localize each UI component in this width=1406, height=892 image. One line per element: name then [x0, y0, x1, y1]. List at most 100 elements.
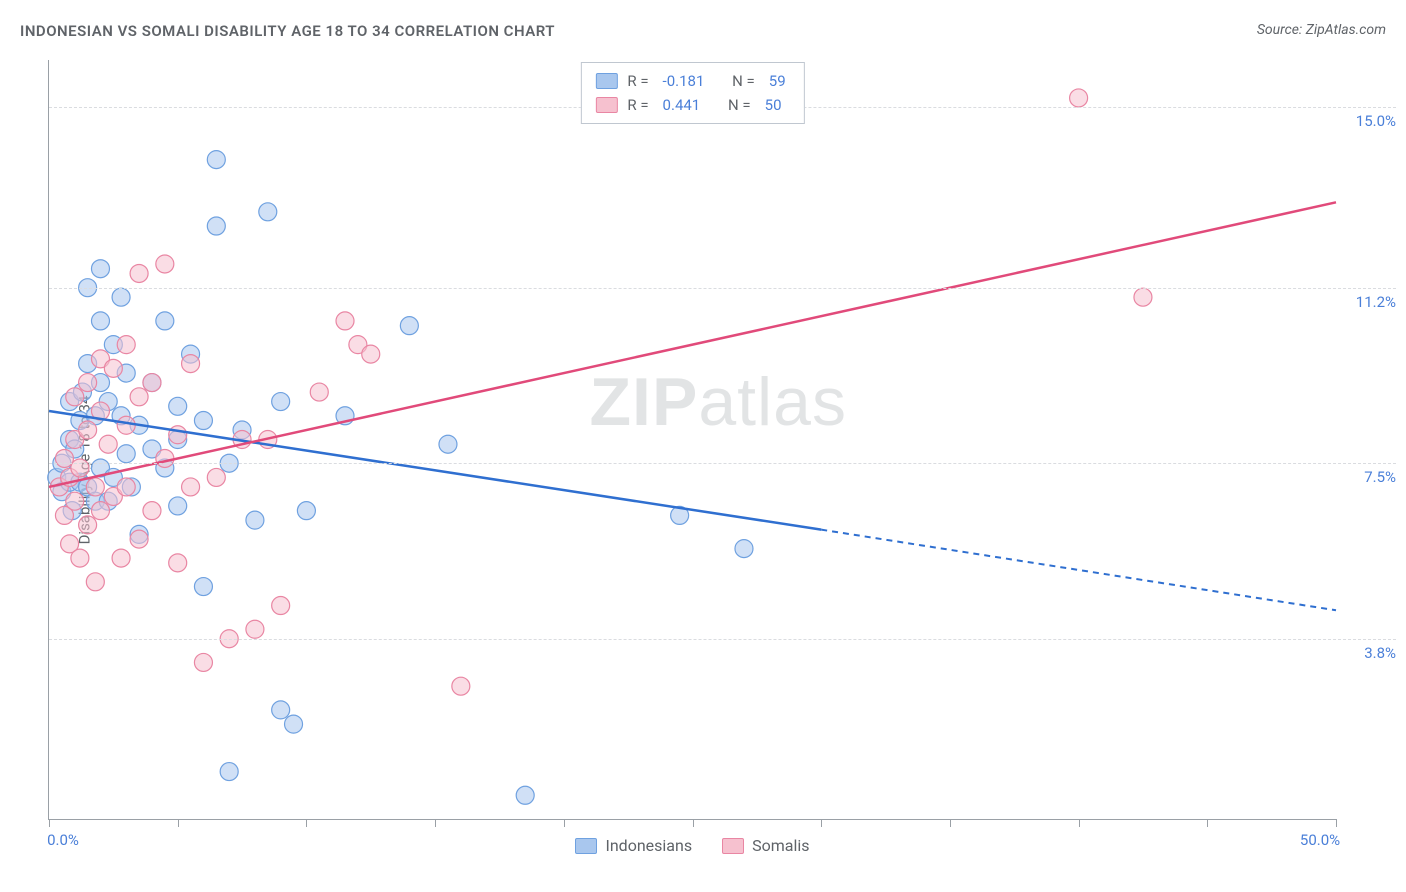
- scatter-point-indonesians: [194, 412, 212, 430]
- scatter-point-somalis: [156, 449, 174, 467]
- x-tick-label: 50.0%: [1300, 831, 1340, 849]
- scatter-point-indonesians: [156, 312, 174, 330]
- scatter-point-indonesians: [117, 445, 135, 463]
- scatter-point-somalis: [207, 468, 225, 486]
- scatter-point-somalis: [336, 312, 354, 330]
- x-tick-label: 0.0%: [47, 831, 79, 849]
- gridline: [49, 639, 1396, 640]
- x-tick: [693, 819, 694, 827]
- scatter-point-somalis: [130, 388, 148, 406]
- scatter-point-somalis: [86, 573, 104, 591]
- gridline: [49, 288, 1396, 289]
- scatter-point-somalis: [55, 449, 73, 467]
- scatter-point-somalis: [452, 677, 470, 695]
- scatter-point-somalis: [130, 264, 148, 282]
- scatter-point-somalis: [71, 549, 89, 567]
- y-tick-label: 7.5%: [1364, 468, 1396, 486]
- scatter-point-somalis: [79, 374, 97, 392]
- swatch-somalis-icon: [722, 838, 744, 854]
- y-tick-label: 3.8%: [1364, 644, 1396, 662]
- x-tick: [435, 819, 436, 827]
- x-tick: [1207, 819, 1208, 827]
- trend-line-somalis: [49, 202, 1336, 487]
- plot-svg: [49, 60, 1336, 819]
- x-tick: [564, 819, 565, 827]
- scatter-point-indonesians: [112, 288, 130, 306]
- scatter-point-indonesians: [735, 540, 753, 558]
- scatter-point-indonesians: [194, 578, 212, 596]
- scatter-point-somalis: [362, 345, 380, 363]
- scatter-point-somalis: [117, 416, 135, 434]
- scatter-point-indonesians: [207, 217, 225, 235]
- scatter-point-somalis: [169, 554, 187, 572]
- scatter-point-somalis: [79, 516, 97, 534]
- scatter-point-indonesians: [220, 763, 238, 781]
- scatter-point-somalis: [1134, 288, 1152, 306]
- scatter-point-indonesians: [259, 203, 277, 221]
- scatter-point-somalis: [182, 478, 200, 496]
- scatter-point-indonesians: [169, 397, 187, 415]
- scatter-point-somalis: [112, 549, 130, 567]
- scatter-point-somalis: [194, 653, 212, 671]
- legend-item-somalis: Somalis: [722, 836, 809, 855]
- scatter-point-somalis: [117, 478, 135, 496]
- scatter-point-somalis: [182, 355, 200, 373]
- chart-container: Disability Age 18 to 34 ZIPatlas R = -0.…: [0, 60, 1406, 880]
- source-label: Source: ZipAtlas.com: [1257, 22, 1386, 38]
- scatter-point-indonesians: [91, 312, 109, 330]
- scatter-point-indonesians: [207, 151, 225, 169]
- x-tick: [1079, 819, 1080, 827]
- scatter-point-somalis: [117, 336, 135, 354]
- x-tick: [178, 819, 179, 827]
- scatter-point-indonesians: [285, 715, 303, 733]
- swatch-somalis: [595, 97, 617, 113]
- scatter-point-somalis: [143, 374, 161, 392]
- scatter-point-indonesians: [400, 317, 418, 335]
- scatter-point-somalis: [66, 388, 84, 406]
- chart-title: INDONESIAN VS SOMALI DISABILITY AGE 18 T…: [20, 22, 555, 40]
- scatter-point-somalis: [246, 620, 264, 638]
- scatter-point-somalis: [79, 421, 97, 439]
- n-label: N =: [728, 93, 751, 117]
- x-tick: [821, 819, 822, 827]
- y-tick-label: 11.2%: [1356, 293, 1396, 311]
- correlation-legend: R = -0.181 N = 59 R = 0.441 N = 50: [580, 62, 804, 124]
- r-value-indonesians: -0.181: [663, 69, 705, 93]
- legend-row-indonesians: R = -0.181 N = 59: [595, 69, 789, 93]
- n-value-somalis: 50: [765, 93, 782, 117]
- legend-label-indonesians: Indonesians: [605, 836, 692, 855]
- legend-item-indonesians: Indonesians: [575, 836, 692, 855]
- scatter-point-somalis: [99, 435, 117, 453]
- scatter-point-somalis: [130, 530, 148, 548]
- scatter-point-indonesians: [272, 393, 290, 411]
- scatter-point-somalis: [71, 459, 89, 477]
- plot-area: ZIPatlas R = -0.181 N = 59 R = 0.441 N =…: [48, 60, 1336, 820]
- y-tick-label: 15.0%: [1356, 112, 1396, 130]
- scatter-point-indonesians: [91, 260, 109, 278]
- swatch-indonesians-icon: [575, 838, 597, 854]
- scatter-point-indonesians: [297, 502, 315, 520]
- series-legend: Indonesians Somalis: [49, 836, 1336, 855]
- scatter-point-somalis: [169, 426, 187, 444]
- scatter-point-indonesians: [439, 435, 457, 453]
- r-value-somalis: 0.441: [663, 93, 701, 117]
- n-label: N =: [732, 69, 755, 93]
- x-tick: [1336, 819, 1337, 827]
- scatter-point-somalis: [156, 255, 174, 273]
- scatter-point-somalis: [66, 492, 84, 510]
- scatter-point-indonesians: [516, 786, 534, 804]
- gridline: [49, 463, 1396, 464]
- scatter-point-indonesians: [169, 497, 187, 515]
- x-tick: [306, 819, 307, 827]
- scatter-point-somalis: [91, 502, 109, 520]
- legend-label-somalis: Somalis: [752, 836, 809, 855]
- scatter-point-somalis: [272, 597, 290, 615]
- scatter-point-somalis: [143, 502, 161, 520]
- swatch-indonesians: [595, 73, 617, 89]
- trend-line-dashed-indonesians: [821, 530, 1336, 611]
- r-label: R =: [627, 69, 648, 93]
- scatter-point-indonesians: [272, 701, 290, 719]
- scatter-point-indonesians: [246, 511, 264, 529]
- scatter-point-somalis: [86, 478, 104, 496]
- scatter-point-somalis: [310, 383, 328, 401]
